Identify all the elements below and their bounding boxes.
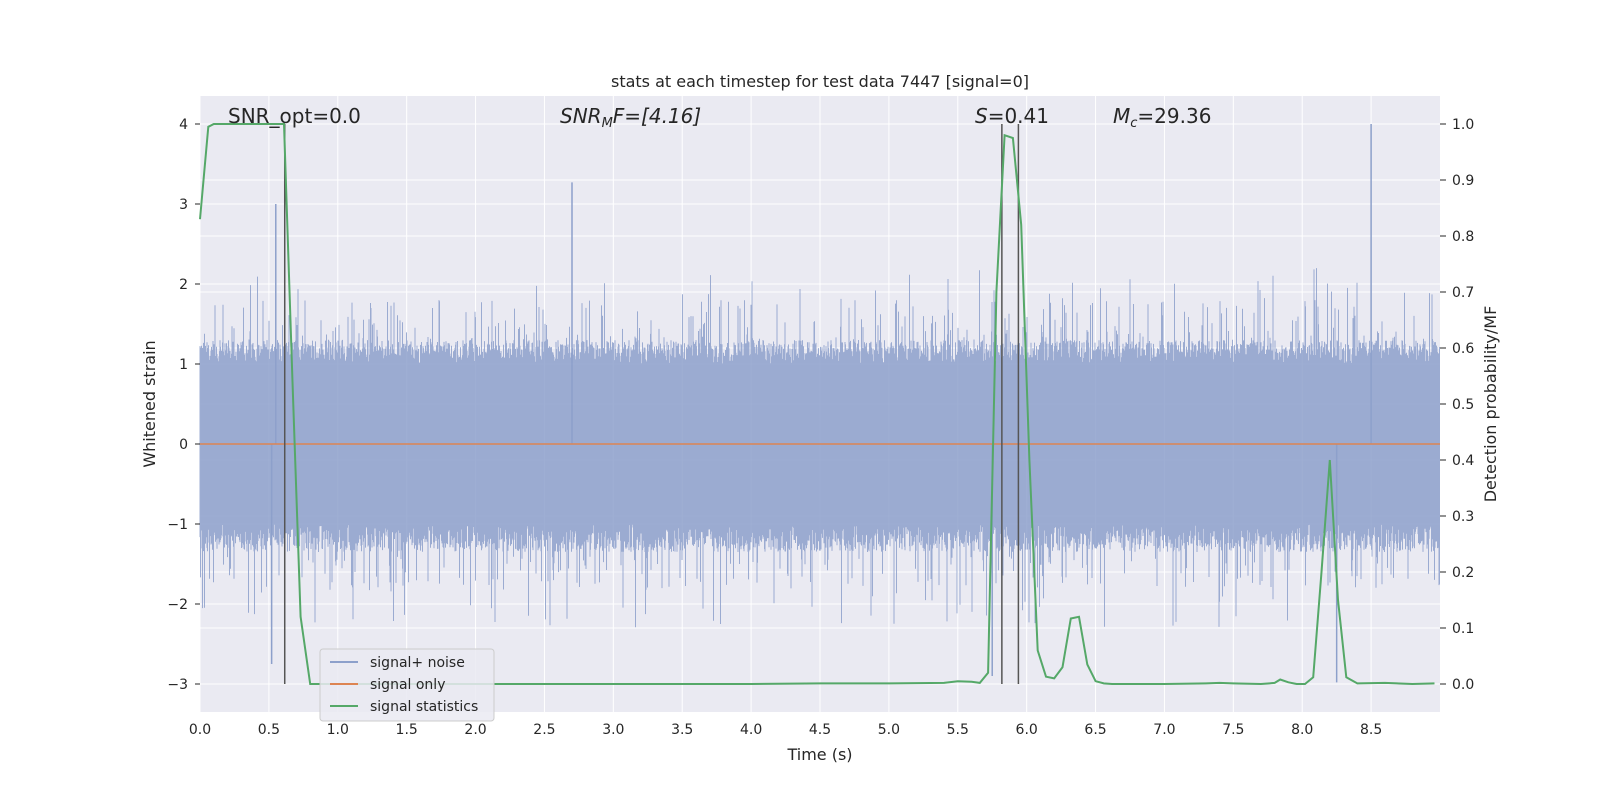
x-tick-label: 4.0 bbox=[740, 722, 762, 738]
legend-label-stats: signal statistics bbox=[370, 699, 478, 715]
y-tick-label-right: 0.9 bbox=[1452, 173, 1474, 189]
y-tick-label-right: 0.1 bbox=[1452, 621, 1474, 637]
y-tick-label-right: 0.0 bbox=[1452, 677, 1474, 693]
y-tick-label-left: 4 bbox=[179, 117, 188, 133]
annotation-mc-sub: c bbox=[1130, 116, 1137, 131]
y-axis-left-label: Whitened strain bbox=[140, 340, 159, 467]
annotation-snr-mf: SNRMF=[4.16] bbox=[560, 104, 701, 131]
y-tick-label-right: 1.0 bbox=[1452, 117, 1474, 133]
annotation-s: S=0.41 bbox=[975, 104, 1049, 128]
x-tick-label: 3.5 bbox=[671, 722, 693, 738]
y-tick-label-left: 2 bbox=[179, 277, 188, 293]
annotation-snr-mf-sub: M bbox=[602, 116, 613, 131]
x-tick-label: 8.0 bbox=[1291, 722, 1313, 738]
y-tick-label-right: 0.3 bbox=[1452, 509, 1474, 525]
x-tick-label: 6.0 bbox=[1016, 722, 1038, 738]
x-tick-label: 1.5 bbox=[396, 722, 418, 738]
y-tick-label-right: 0.4 bbox=[1452, 453, 1474, 469]
x-tick-label: 6.5 bbox=[1084, 722, 1106, 738]
x-tick-label: 2.5 bbox=[533, 722, 555, 738]
y-tick-label-left: 3 bbox=[179, 197, 188, 213]
annotation-mc-rest: =29.36 bbox=[1137, 104, 1211, 128]
x-tick-label: 7.0 bbox=[1153, 722, 1175, 738]
chart-title: stats at each timestep for test data 744… bbox=[611, 72, 1029, 91]
y-axis-right-ticks: 1.0 0.9 0.8 0.7 0.6 0.5 0.4 0.3 0.2 0.1 0.0 bbox=[1440, 117, 1474, 693]
annotation-snr-mf-rest: F=[4.16] bbox=[613, 104, 701, 128]
annotation-s-italic: S bbox=[975, 104, 988, 128]
x-axis-ticks: 0.0 0.5 1.0 1.5 2.0 2.5 3.0 3.5 4.0 4.5 5.0 5.5 6.0 6… bbox=[189, 722, 1382, 738]
y-tick-label-left: −3 bbox=[167, 677, 188, 693]
annotation-snr-mf-main: SNR bbox=[560, 104, 602, 128]
legend-box bbox=[319, 648, 495, 722]
y-axis-right-label: Detection probability/MF bbox=[1481, 306, 1500, 503]
signal-noise-series bbox=[199, 124, 1440, 683]
y-tick-label-right: 0.2 bbox=[1452, 565, 1474, 581]
x-tick-label: 8.5 bbox=[1360, 722, 1382, 738]
x-tick-label: 0.0 bbox=[189, 722, 211, 738]
y-tick-label-left: 0 bbox=[179, 437, 188, 453]
noise-trace bbox=[199, 268, 1440, 628]
legend-label-signal: signal only bbox=[370, 677, 445, 693]
y-tick-label-right: 0.7 bbox=[1452, 285, 1474, 301]
y-axis-left-ticks: 4 3 2 1 0 −1 −2 −3 bbox=[167, 117, 200, 693]
annotation-mc-italic: M bbox=[1113, 104, 1130, 128]
x-tick-label: 7.5 bbox=[1222, 722, 1244, 738]
y-tick-label-right: 0.5 bbox=[1452, 397, 1474, 413]
x-tick-label: 5.5 bbox=[947, 722, 969, 738]
annotation-s-rest: =0.41 bbox=[988, 104, 1049, 128]
x-axis-label: Time (s) bbox=[786, 745, 852, 764]
y-tick-label-left: 1 bbox=[179, 357, 188, 373]
y-tick-label-right: 0.6 bbox=[1452, 341, 1474, 357]
annotation-mc: Mc=29.36 bbox=[1113, 104, 1211, 131]
legend: signal+ noise signal only signal statist… bbox=[319, 648, 495, 722]
x-tick-label: 4.5 bbox=[809, 722, 831, 738]
legend-label-noise: signal+ noise bbox=[370, 655, 465, 671]
x-tick-label: 5.0 bbox=[878, 722, 900, 738]
x-tick-label: 1.0 bbox=[327, 722, 349, 738]
y-tick-label-right: 0.8 bbox=[1452, 229, 1474, 245]
y-tick-label-left: −1 bbox=[167, 517, 188, 533]
signal-statistics-series bbox=[199, 123, 1435, 686]
signal-statistics-line bbox=[199, 123, 1435, 686]
annotation-snr-opt: SNR_opt=0.0 bbox=[228, 104, 361, 128]
x-tick-label: 2.0 bbox=[464, 722, 486, 738]
y-tick-label-left: −2 bbox=[167, 597, 188, 613]
vertical-markers bbox=[283, 124, 1020, 684]
x-tick-label: 0.5 bbox=[258, 722, 280, 738]
x-tick-label: 3.0 bbox=[602, 722, 624, 738]
